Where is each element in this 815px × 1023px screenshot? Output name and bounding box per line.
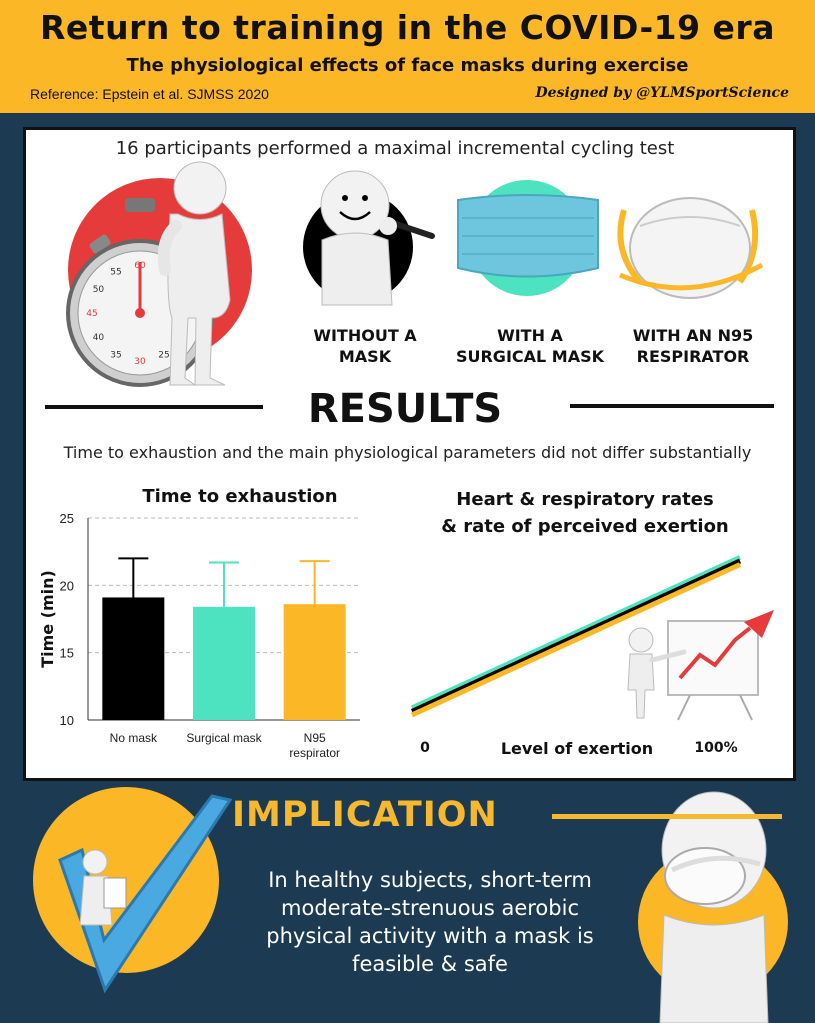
- line-chart-title-line1: Heart & respiratory rates: [456, 489, 714, 510]
- condition-label-surgical-mask: WITH A SURGICAL MASK: [440, 325, 620, 367]
- exertion-line-chart: 0 Level of exertion 100%: [410, 555, 742, 758]
- checkmark-figure-icon: [33, 787, 233, 994]
- y-tick-label: 25: [60, 511, 74, 526]
- x-start-label: 0: [420, 740, 430, 756]
- series-line: [410, 558, 742, 714]
- designed-by-text: Designed by @YLMSportScience: [535, 85, 789, 101]
- stopwatch-number: 50: [93, 285, 105, 295]
- series-line: [410, 555, 742, 711]
- x-tick-label: Surgical mask: [186, 731, 262, 745]
- series-line: [410, 562, 742, 718]
- implication-rule: [552, 814, 782, 819]
- bar: [193, 606, 255, 720]
- condition-label-line1: WITH AN N95: [632, 326, 754, 345]
- x-axis-label: Level of exertion: [501, 739, 653, 758]
- page-title: Return to training in the COVID-19 era: [40, 8, 775, 47]
- stopwatch-number: 30: [134, 357, 146, 367]
- y-tick-label: 20: [60, 578, 74, 593]
- condition-label-no-mask: WITHOUT A MASK: [295, 325, 435, 367]
- line-chart-title-line2: & rate of perceived exertion: [441, 516, 729, 537]
- presenter-board-icon: [627, 610, 774, 721]
- condition-label-line2: RESPIRATOR: [636, 347, 750, 366]
- implication-text: In healthy subjects, short-term moderate…: [266, 868, 594, 976]
- stopwatch-number: 40: [93, 333, 105, 343]
- y-axis-label: Time (min): [38, 570, 57, 668]
- reference-text: Reference: Epstein et al. SJMSS 2020: [30, 86, 269, 102]
- results-heading: RESULTS: [307, 386, 503, 432]
- implication-heading: IMPLICATION: [232, 795, 498, 835]
- line-chart-title: Heart & respiratory rates & rate of perc…: [400, 486, 770, 540]
- x-end-label: 100%: [694, 740, 737, 756]
- smiley-figure-icon: [303, 170, 435, 306]
- x-tick-label: respirator: [289, 746, 340, 760]
- n95-respirator-icon: [617, 197, 764, 299]
- bar: [102, 597, 165, 720]
- y-tick-label: 15: [60, 646, 74, 661]
- condition-label-line2: MASK: [338, 347, 392, 366]
- page-subtitle: The physiological effects of face masks …: [126, 55, 689, 76]
- condition-label-line2: SURGICAL MASK: [455, 347, 605, 366]
- x-tick-label: N95: [304, 731, 326, 745]
- condition-label-line1: WITHOUT A: [313, 326, 417, 345]
- results-summary: Time to exhaustion and the main physiolo…: [63, 443, 752, 462]
- condition-label-n95: WITH AN N95 RESPIRATOR: [618, 325, 768, 367]
- stopwatch-number: 35: [110, 351, 121, 361]
- time-to-exhaustion-chart: 10 15 20 25 Time (min) No mask Surgical mask N9…: [38, 511, 360, 760]
- stopwatch-number: 55: [110, 267, 121, 277]
- condition-label-line1: WITH A: [497, 326, 563, 345]
- stopwatch-number: 45: [86, 309, 97, 319]
- surgical-mask-icon: [457, 180, 599, 296]
- stopwatch-number: 25: [158, 351, 169, 361]
- stopwatch-figure-icon: 55605101520253035404550: [66, 161, 252, 387]
- x-tick-label: No mask: [110, 731, 158, 745]
- participants-text: 16 participants performed a maximal incr…: [115, 138, 675, 159]
- y-tick-label: 10: [60, 713, 74, 728]
- bar: [283, 604, 346, 720]
- header-banner: [0, 0, 815, 113]
- masked-figure-icon: [638, 791, 788, 1023]
- bar-chart-title: Time to exhaustion: [142, 486, 338, 507]
